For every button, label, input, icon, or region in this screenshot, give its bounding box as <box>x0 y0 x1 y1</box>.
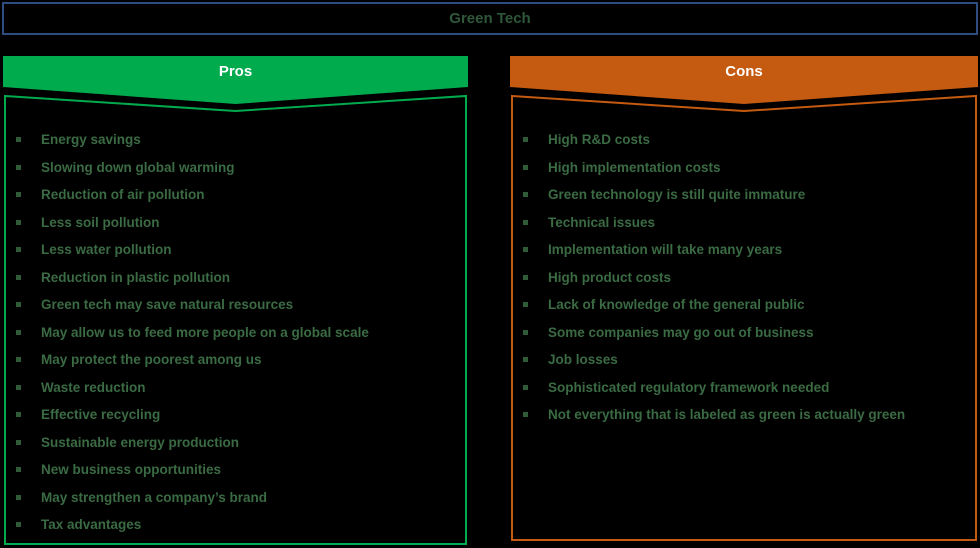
list-item: May protect the poorest among us <box>16 346 460 374</box>
list-item-label: Lack of knowledge of the general public <box>548 297 805 313</box>
cons-header-label: Cons <box>725 63 763 80</box>
square-bullet-icon <box>16 164 21 170</box>
list-item-label: Less water pollution <box>41 242 172 258</box>
list-item-label: May allow us to feed more people on a gl… <box>41 324 369 340</box>
list-item: Less water pollution <box>16 236 460 264</box>
list-item-label: High product costs <box>548 269 672 285</box>
list-item-label: New business opportunities <box>41 462 222 478</box>
square-bullet-icon <box>16 247 21 253</box>
cons-header-ribbon-shape <box>510 56 978 104</box>
pros-panel-shape <box>3 56 468 545</box>
list-item-label: Technical issues <box>548 214 656 230</box>
pros-list: Energy savings Slowing down global warmin… <box>16 126 460 539</box>
square-bullet-icon <box>16 522 21 528</box>
square-bullet-icon <box>523 274 528 280</box>
list-item: Reduction of air pollution <box>16 181 460 209</box>
list-item: Implementation will take many years <box>523 236 970 264</box>
pros-header-label: Pros <box>218 63 253 80</box>
cons-panel: Cons High R&D costs High implementation c… <box>510 56 978 542</box>
square-bullet-icon <box>16 439 21 445</box>
list-item-label: Tax advantages <box>41 517 142 533</box>
list-item-label: Less soil pollution <box>41 214 160 230</box>
square-bullet-icon <box>523 329 528 335</box>
cons-body-outline-shape <box>511 94 977 541</box>
list-item: Reduction in plastic pollution <box>16 264 460 292</box>
list-item: Technical issues <box>523 209 970 237</box>
square-bullet-icon <box>523 219 528 225</box>
list-item-label: Waste reduction <box>41 379 146 395</box>
list-item: Lack of knowledge of the general public <box>523 291 970 319</box>
square-bullet-icon <box>523 247 528 253</box>
list-item-label: May strengthen a company’s brand <box>41 489 268 505</box>
square-bullet-icon <box>16 329 21 335</box>
square-bullet-icon <box>16 274 21 280</box>
list-item-label: Green tech may save natural resources <box>41 297 294 313</box>
square-bullet-icon <box>523 412 528 418</box>
list-item: Tax advantages <box>16 511 460 539</box>
list-item: Less soil pollution <box>16 209 460 237</box>
list-item-label: May protect the poorest among us <box>41 352 262 368</box>
list-item: High R&D costs <box>523 126 970 154</box>
list-item: Some companies may go out of business <box>523 319 970 347</box>
list-item: Job losses <box>523 346 970 374</box>
square-bullet-icon <box>523 164 528 170</box>
square-bullet-icon <box>16 494 21 500</box>
square-bullet-icon <box>16 357 21 363</box>
list-item: May strengthen a company’s brand <box>16 484 460 512</box>
page-title: Green Tech <box>449 10 531 27</box>
list-item: New business opportunities <box>16 456 460 484</box>
list-item: Energy savings <box>16 126 460 154</box>
pros-panel: Pros Energy savings Slowing down global w… <box>3 56 468 546</box>
pros-header-ribbon-shape <box>3 56 468 104</box>
square-bullet-icon <box>523 384 528 390</box>
list-item-label: Reduction of air pollution <box>41 187 205 203</box>
square-bullet-icon <box>16 192 21 198</box>
list-item-label: Sophisticated regulatory framework neede… <box>548 379 830 395</box>
square-bullet-icon <box>16 384 21 390</box>
list-item-label: Effective recycling <box>41 407 161 423</box>
list-item: Sophisticated regulatory framework neede… <box>523 374 970 402</box>
list-item: Green tech may save natural resources <box>16 291 460 319</box>
list-item-label: High implementation costs <box>548 159 721 175</box>
square-bullet-icon <box>16 412 21 418</box>
list-item: High implementation costs <box>523 154 970 182</box>
list-item-label: Slowing down global warming <box>41 159 235 175</box>
square-bullet-icon <box>523 302 528 308</box>
list-item-label: Not everything that is labeled as green … <box>548 407 906 423</box>
list-item-label: Job losses <box>548 352 618 368</box>
square-bullet-icon <box>16 219 21 225</box>
cons-list: High R&D costs High implementation costs G… <box>523 126 970 429</box>
list-item-label: Reduction in plastic pollution <box>41 269 230 285</box>
list-item: Not everything that is labeled as green … <box>523 401 970 429</box>
list-item: Effective recycling <box>16 401 460 429</box>
list-item-label: Implementation will take many years <box>548 242 783 258</box>
list-item: Sustainable energy production <box>16 429 460 457</box>
list-item-label: Energy savings <box>41 132 141 148</box>
list-item-label: Green technology is still quite immature <box>548 187 806 203</box>
list-item: May allow us to feed more people on a gl… <box>16 319 460 347</box>
list-item: High product costs <box>523 264 970 292</box>
slide-title-bar: Green Tech <box>2 2 978 35</box>
square-bullet-icon <box>16 302 21 308</box>
square-bullet-icon <box>16 467 21 473</box>
list-item: Green technology is still quite immature <box>523 181 970 209</box>
square-bullet-icon <box>523 357 528 363</box>
square-bullet-icon <box>16 137 21 143</box>
square-bullet-icon <box>523 192 528 198</box>
square-bullet-icon <box>523 137 528 143</box>
list-item-label: High R&D costs <box>548 132 651 148</box>
cons-panel-shape <box>510 56 978 541</box>
list-item-label: Sustainable energy production <box>41 434 240 450</box>
list-item: Slowing down global warming <box>16 154 460 182</box>
pros-body-outline-shape <box>4 94 467 545</box>
list-item-label: Some companies may go out of business <box>548 324 814 340</box>
list-item: Waste reduction <box>16 374 460 402</box>
